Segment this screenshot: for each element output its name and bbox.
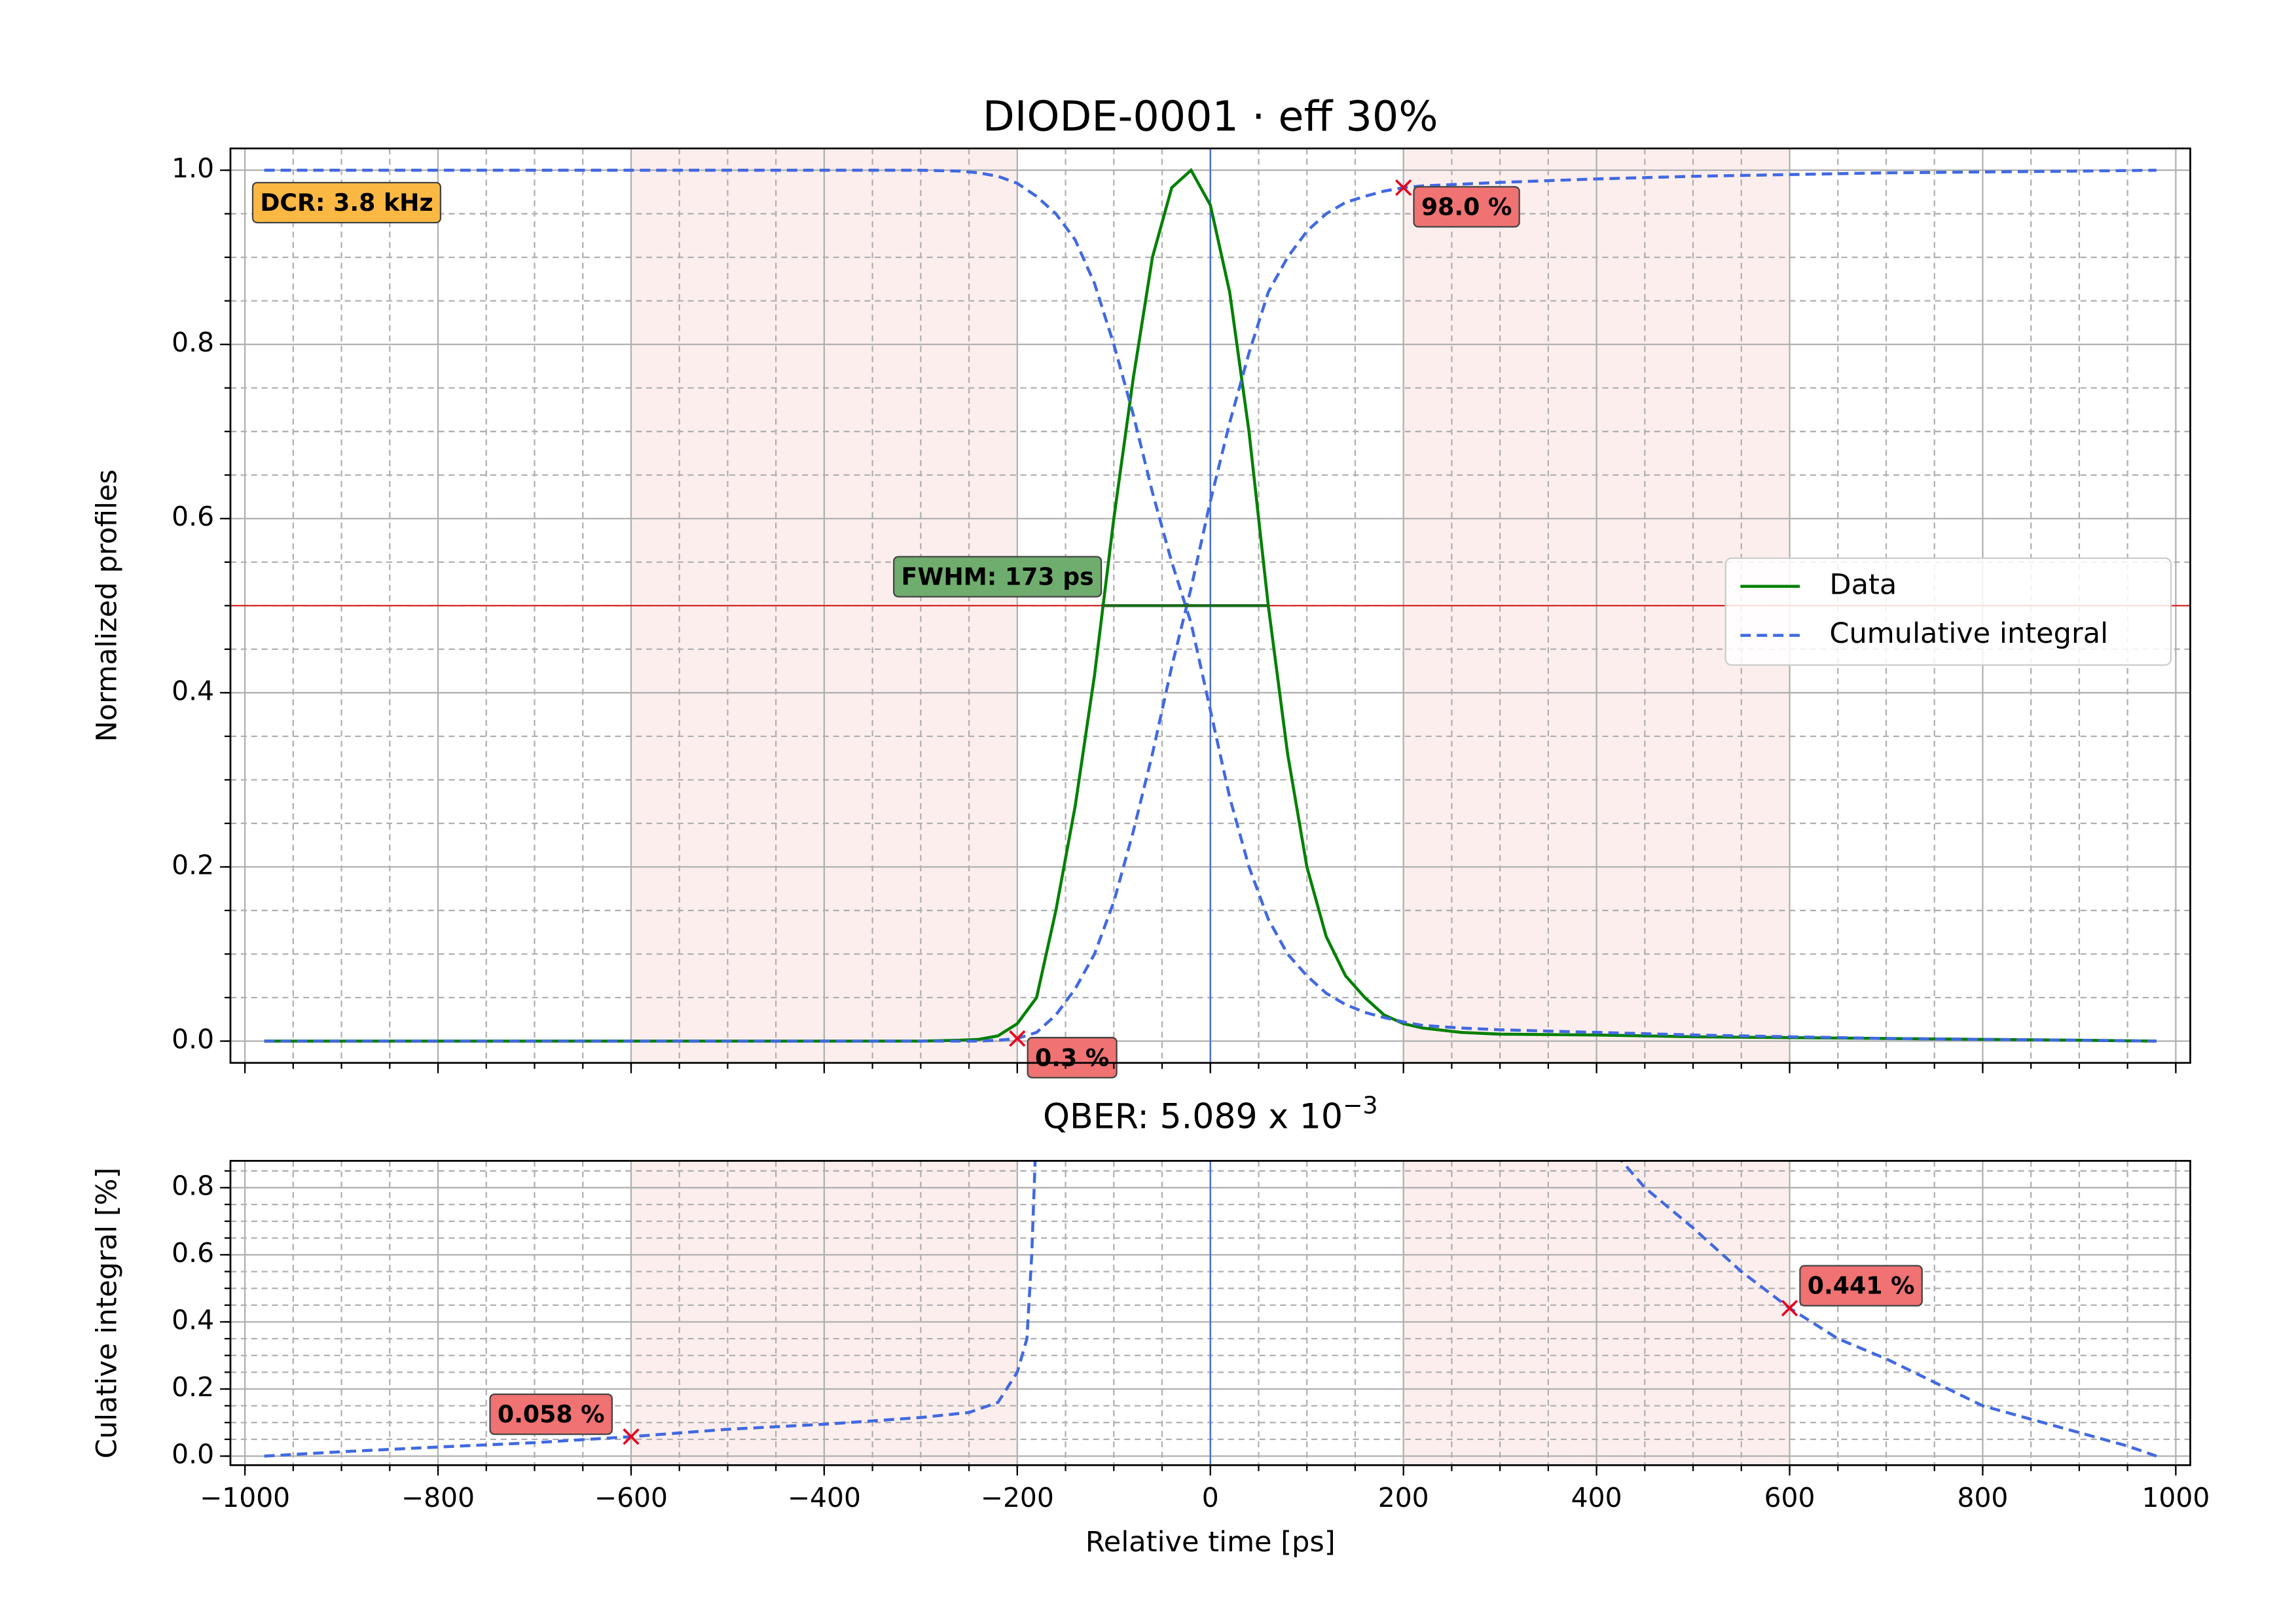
marker [1781, 1299, 1798, 1317]
x-tick-label: −400 [788, 1482, 861, 1513]
chart-title: DIODE-0001 · eff 30% [983, 92, 1438, 141]
series-group [264, 168, 2157, 1043]
label-box [1413, 186, 1520, 228]
marker-label: 0.058 % [498, 1400, 605, 1428]
y-tick-label: 0.6 [172, 501, 214, 532]
y-tick-label: 0.4 [172, 675, 214, 706]
x-tick-label: −600 [594, 1482, 668, 1513]
legend-label: Cumulative integral [1829, 617, 2108, 650]
dcr-label: DCR: 3.8 kHz [260, 189, 433, 217]
series-line [264, 1161, 2157, 1458]
x-tick-label: 600 [1764, 1482, 1815, 1513]
marker [1009, 1030, 1026, 1047]
y-tick-label: 0.8 [172, 327, 214, 358]
legend-box [1724, 557, 2172, 666]
marker-label: 0.441 % [1808, 1272, 1915, 1300]
x-tick-label: 200 [1378, 1482, 1429, 1513]
y-tick-label: 0.4 [172, 1304, 214, 1335]
y-tick-label: 0.8 [172, 1170, 214, 1201]
y-axis-label: Normalized profiles [90, 469, 123, 742]
series-group [264, 1161, 2157, 1458]
x-axis-label: Relative time [ps] [1085, 1526, 1336, 1559]
fwhm-label: FWHM: 173 ps [902, 563, 1094, 591]
y-tick-label: 0.2 [172, 1371, 214, 1403]
label-box [1799, 1265, 1923, 1307]
marker [1395, 179, 1412, 196]
x-tick-label: 0 [1202, 1482, 1219, 1513]
label-box [489, 1393, 613, 1435]
x-tick-label: 800 [1958, 1482, 2009, 1513]
marker-label: 0.3 % [1035, 1043, 1109, 1072]
y-tick-label: 0.0 [172, 1439, 214, 1470]
x-tick-label: −200 [981, 1482, 1054, 1513]
label-box [251, 181, 442, 224]
series-line [264, 168, 2157, 1043]
y-tick-label: 0.0 [172, 1024, 214, 1055]
chart-title: QBER: 5.089 x 10−3 [1043, 1091, 1378, 1137]
y-tick-label: 1.0 [172, 153, 214, 184]
title-text: DIODE-0001 · eff 30% [983, 92, 1438, 141]
x-tick-label: 400 [1571, 1482, 1622, 1513]
x-tick-label: −1000 [200, 1482, 290, 1513]
x-tick-label: 1000 [2141, 1482, 2210, 1513]
title-text: QBER: 5.089 x 10 [1043, 1098, 1343, 1137]
x-tick-label: −800 [401, 1482, 475, 1513]
y-tick-label: 0.2 [172, 849, 214, 880]
marker [623, 1428, 640, 1445]
legend-label: Data [1829, 568, 1897, 601]
title-superscript: −3 [1343, 1091, 1377, 1119]
y-axis-label: Culative integral [%] [90, 1168, 123, 1459]
label-box [893, 556, 1102, 598]
y-tick-label: 0.6 [172, 1237, 214, 1269]
marker-label: 98.0 % [1421, 192, 1512, 221]
series-line [264, 168, 2157, 1043]
label-box [1027, 1037, 1118, 1079]
